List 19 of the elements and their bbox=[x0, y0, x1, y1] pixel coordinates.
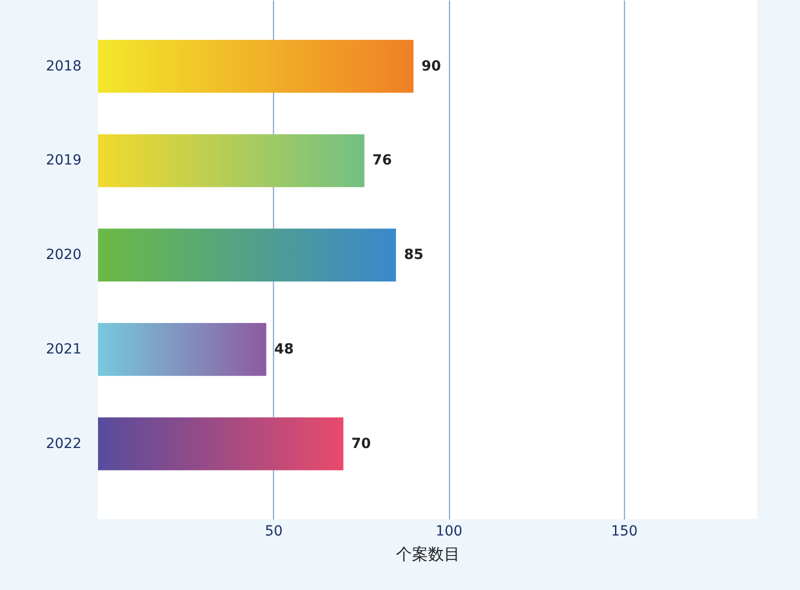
y-tick-label: 2021 bbox=[46, 341, 82, 358]
y-tick-label: 2020 bbox=[46, 247, 82, 264]
x-tick-label: 150 bbox=[610, 524, 638, 540]
bar bbox=[98, 323, 266, 376]
bar bbox=[98, 417, 344, 470]
data-label: 76 bbox=[372, 152, 392, 169]
data-label: 85 bbox=[404, 247, 424, 264]
bar bbox=[98, 40, 414, 93]
x-tick-label: 50 bbox=[264, 524, 283, 540]
bar bbox=[98, 228, 396, 282]
y-tick-label: 2019 bbox=[46, 152, 82, 169]
bar bbox=[98, 134, 364, 188]
data-label: 90 bbox=[421, 58, 442, 74]
y-tick-label: 2022 bbox=[46, 436, 82, 452]
data-label: 70 bbox=[351, 436, 372, 452]
y-tick-label: 2018 bbox=[46, 58, 82, 74]
data-label: 48 bbox=[274, 341, 294, 358]
x-tick-label: 100 bbox=[436, 524, 462, 540]
x-axis-title: 个案数目 bbox=[396, 544, 460, 564]
